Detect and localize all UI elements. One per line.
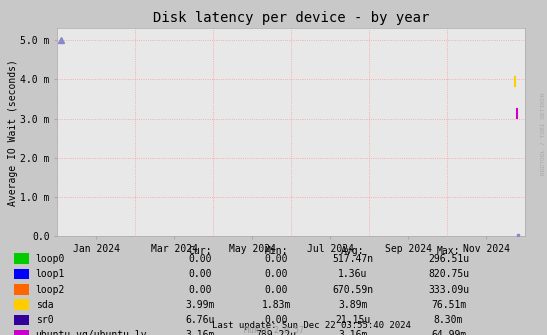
Text: loop2: loop2	[36, 284, 65, 294]
Text: 0.00: 0.00	[265, 269, 288, 279]
Text: 820.75u: 820.75u	[428, 269, 469, 279]
Text: 1.36u: 1.36u	[338, 269, 368, 279]
Y-axis label: Average IO Wait (seconds): Average IO Wait (seconds)	[8, 59, 18, 206]
Text: 0.00: 0.00	[265, 315, 288, 325]
Text: RRDTOOL / TOBI OETIKER: RRDTOOL / TOBI OETIKER	[541, 93, 546, 175]
Title: Disk latency per device - by year: Disk latency per device - by year	[153, 10, 429, 24]
Text: 0.00: 0.00	[188, 284, 211, 294]
Text: 0.00: 0.00	[188, 254, 211, 264]
Text: 3.16m: 3.16m	[185, 331, 214, 335]
Text: Cur:: Cur:	[188, 246, 211, 256]
Text: loop0: loop0	[36, 254, 65, 264]
FancyBboxPatch shape	[14, 269, 29, 279]
Text: 0.00: 0.00	[188, 269, 211, 279]
Text: 789.22u: 789.22u	[255, 331, 297, 335]
FancyBboxPatch shape	[14, 284, 29, 295]
Text: 0.00: 0.00	[265, 284, 288, 294]
Text: 6.76u: 6.76u	[185, 315, 214, 325]
Text: 3.99m: 3.99m	[185, 300, 214, 310]
Text: 21.15u: 21.15u	[335, 315, 370, 325]
Text: Last update: Sun Dec 22 03:55:40 2024: Last update: Sun Dec 22 03:55:40 2024	[212, 321, 411, 330]
Text: 0.00: 0.00	[265, 254, 288, 264]
FancyBboxPatch shape	[14, 253, 29, 264]
Text: 3.16m: 3.16m	[338, 331, 368, 335]
Text: Max:: Max:	[437, 246, 460, 256]
Text: 3.89m: 3.89m	[338, 300, 368, 310]
Text: sda: sda	[36, 300, 53, 310]
FancyBboxPatch shape	[14, 330, 29, 335]
Text: sr0: sr0	[36, 315, 53, 325]
FancyBboxPatch shape	[14, 299, 29, 310]
Text: 517.47n: 517.47n	[332, 254, 374, 264]
Text: loop1: loop1	[36, 269, 65, 279]
Text: 333.09u: 333.09u	[428, 284, 469, 294]
Text: ubuntu-vg/ubuntu-lv: ubuntu-vg/ubuntu-lv	[36, 331, 147, 335]
Text: 670.59n: 670.59n	[332, 284, 374, 294]
Text: 76.51m: 76.51m	[431, 300, 466, 310]
Text: Avg:: Avg:	[341, 246, 364, 256]
Text: 1.83m: 1.83m	[261, 300, 291, 310]
Text: 296.51u: 296.51u	[428, 254, 469, 264]
Text: 8.30m: 8.30m	[434, 315, 463, 325]
Text: Munin 2.0.57: Munin 2.0.57	[243, 326, 304, 335]
Text: 64.99m: 64.99m	[431, 331, 466, 335]
Text: Min:: Min:	[265, 246, 288, 256]
FancyBboxPatch shape	[14, 315, 29, 325]
